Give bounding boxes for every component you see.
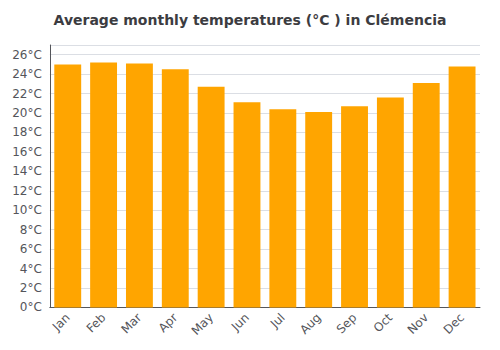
svg-text:Jun: Jun: [228, 311, 252, 335]
svg-text:10°C: 10°C: [12, 203, 42, 217]
svg-text:22°C: 22°C: [12, 87, 42, 101]
svg-text:May: May: [189, 311, 216, 338]
svg-text:24°C: 24°C: [12, 67, 42, 81]
svg-text:Oct: Oct: [371, 310, 396, 335]
svg-text:12°C: 12°C: [12, 184, 42, 198]
svg-text:Jul: Jul: [267, 311, 288, 332]
svg-text:14°C: 14°C: [12, 164, 42, 178]
svg-text:Jan: Jan: [49, 311, 73, 335]
svg-text:8°C: 8°C: [20, 223, 42, 237]
svg-text:Apr: Apr: [156, 310, 181, 335]
svg-text:18°C: 18°C: [12, 125, 42, 139]
svg-text:Aug: Aug: [297, 311, 323, 337]
svg-text:26°C: 26°C: [12, 48, 42, 62]
svg-text:Mar: Mar: [118, 310, 144, 336]
svg-text:16°C: 16°C: [12, 145, 42, 159]
svg-text:6°C: 6°C: [20, 242, 42, 256]
svg-text:Nov: Nov: [405, 311, 431, 337]
svg-text:Sep: Sep: [334, 311, 360, 337]
svg-text:4°C: 4°C: [20, 262, 42, 276]
svg-text:0°C: 0°C: [20, 300, 42, 314]
svg-text:2°C: 2°C: [20, 281, 42, 295]
svg-text:Average monthly temperatures (: Average monthly temperatures (°C ) in Cl…: [54, 12, 447, 28]
svg-text:Feb: Feb: [84, 311, 109, 336]
svg-text:20°C: 20°C: [12, 106, 42, 120]
svg-text:Dec: Dec: [441, 311, 467, 337]
